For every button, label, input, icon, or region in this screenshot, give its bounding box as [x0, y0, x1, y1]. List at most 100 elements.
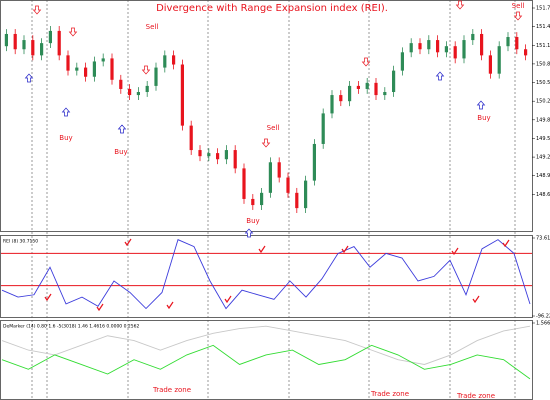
- candle-body: [66, 55, 70, 71]
- candle-body: [75, 67, 79, 71]
- buy-arrow: [435, 71, 445, 81]
- candle-body: [48, 30, 52, 44]
- candle-body: [110, 58, 114, 80]
- check-mark: [96, 303, 104, 312]
- check-mark: [224, 295, 232, 304]
- sell-arrow: [261, 138, 271, 148]
- candle-body: [242, 168, 246, 199]
- candle-body: [40, 43, 44, 56]
- candle-body: [172, 55, 176, 65]
- main-panel: [0, 0, 533, 232]
- candle-body: [57, 30, 61, 56]
- candle-body: [471, 33, 475, 41]
- candle-body: [321, 113, 325, 144]
- candle-body: [418, 43, 422, 50]
- candle-body: [13, 33, 17, 50]
- y-tick-label: 151.725: [536, 6, 550, 12]
- candle-body: [101, 58, 105, 62]
- candle-body: [224, 150, 228, 160]
- annotation: Trade zone: [370, 390, 409, 398]
- candle-body: [92, 61, 96, 77]
- candle-body: [488, 55, 492, 74]
- candle-body: [506, 37, 510, 47]
- candle-body: [189, 125, 193, 151]
- check-mark: [451, 247, 459, 256]
- y-tick-label: 151.115: [536, 43, 550, 49]
- y-tick-label: 149.590: [536, 136, 550, 142]
- y-tick-label: 149.285: [536, 155, 550, 161]
- chart-title: Divergence with Range Expansion index (R…: [156, 3, 388, 14]
- candle-body: [84, 67, 88, 77]
- buy-arrow: [476, 100, 486, 110]
- candle-body: [207, 153, 211, 157]
- candle-body: [497, 46, 501, 74]
- candle-body: [392, 70, 396, 93]
- check-mark: [502, 239, 510, 248]
- candle-body: [383, 92, 387, 96]
- candle-body: [31, 40, 35, 56]
- y-tick-label: 150.200: [536, 99, 550, 105]
- sell-arrow: [455, 0, 465, 10]
- candle-body: [198, 150, 202, 157]
- sell-arrow: [68, 27, 78, 37]
- candle-body: [128, 88, 132, 96]
- candle-body: [480, 33, 484, 56]
- sell-arrow: [141, 65, 151, 75]
- rei-panel: [0, 235, 533, 318]
- sell-arrow: [32, 5, 42, 15]
- y-tick-label: 73.6112: [536, 236, 550, 242]
- series-line: [1, 344, 531, 380]
- y-tick-label: 148.675: [536, 192, 550, 198]
- check-mark: [124, 238, 132, 247]
- dividers: [31, 0, 516, 400]
- check-mark: [44, 293, 52, 302]
- annotation: Trade zone: [456, 392, 495, 400]
- candle-body: [444, 46, 448, 53]
- check-mark: [166, 301, 174, 310]
- y-tick-label: 150.505: [536, 80, 550, 86]
- candle-body: [330, 95, 334, 114]
- sell-arrow: [361, 57, 371, 67]
- y-tick-label: 149.895: [536, 117, 550, 123]
- annotation: Buy: [477, 114, 490, 122]
- candle-body: [348, 85, 352, 102]
- check-mark: [258, 245, 266, 254]
- y-tick-label: 151.420: [536, 24, 550, 30]
- annotation: Sell: [146, 23, 159, 31]
- annotation: Buy: [246, 217, 259, 225]
- panel-label: REI (8) 30.7150: [3, 239, 38, 245]
- candle-body: [154, 67, 158, 86]
- candle-body: [462, 40, 466, 59]
- candle-body: [453, 46, 457, 59]
- candle-body: [436, 40, 440, 53]
- check-mark: [472, 295, 480, 304]
- panel-label: DeMarker (14) 0.80 1.6 -5(3018) 1.46 1.4…: [3, 324, 139, 330]
- annotation: Sell: [512, 2, 525, 10]
- candle-body: [339, 95, 343, 102]
- candle-body: [180, 64, 184, 126]
- y-tick-label: 148.980: [536, 173, 550, 179]
- candle-body: [4, 33, 8, 47]
- candle-body: [524, 49, 528, 56]
- candle-body: [295, 192, 299, 209]
- y-tick-label: -96.2231: [536, 314, 550, 320]
- candle-body: [136, 92, 140, 96]
- buy-arrow: [24, 73, 34, 83]
- annotation: Sell: [267, 124, 280, 132]
- sell-arrow: [513, 11, 523, 21]
- series-line: [1, 325, 531, 365]
- buy-arrow: [117, 124, 127, 134]
- candle-body: [119, 79, 123, 89]
- candle-body: [260, 192, 264, 206]
- annotation: Trade zone: [152, 386, 191, 394]
- candle-body: [277, 162, 281, 178]
- candle-body: [251, 198, 255, 206]
- candle-body: [286, 177, 290, 193]
- buy-arrow: [61, 107, 71, 117]
- candle-body: [304, 180, 308, 209]
- candle-body: [145, 85, 149, 93]
- buy-arrow: [244, 228, 254, 238]
- candle-body: [515, 37, 519, 50]
- candle-body: [163, 55, 167, 68]
